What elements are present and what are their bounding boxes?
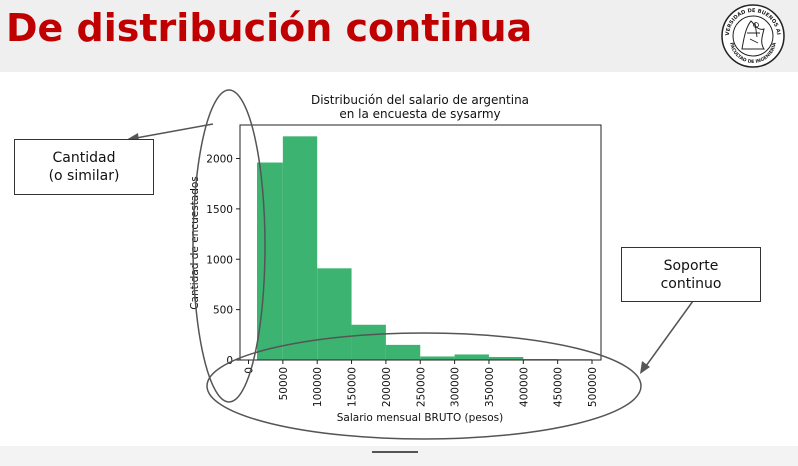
- callout-soporte-line-2: continuo: [660, 275, 722, 292]
- callout-soporte-continuo: Soporte continuo: [621, 247, 761, 302]
- x-tick-label: 300000: [450, 367, 462, 407]
- x-tick-label: 0: [244, 367, 256, 374]
- histogram-bar: [385, 344, 421, 360]
- x-tick-label: 500000: [587, 367, 599, 407]
- chart-title-line-2: en la encuesta de sysarmy: [339, 107, 500, 121]
- x-tick-label: 350000: [484, 367, 496, 407]
- y-axis-highlight-ellipse: [192, 89, 266, 403]
- right-callout-arrowhead: [640, 361, 650, 374]
- histogram-bar: [420, 356, 455, 360]
- x-tick-label: 450000: [553, 367, 565, 407]
- y-tick-label: 1000: [206, 254, 233, 266]
- x-tick-label: 50000: [278, 367, 290, 400]
- histogram-bar: [523, 358, 558, 360]
- left-callout-arrow: [135, 123, 214, 139]
- y-tick-label: 2000: [206, 154, 233, 166]
- x-tick-label: 400000: [518, 367, 530, 407]
- x-tick-label: 150000: [347, 367, 359, 407]
- x-axis-label: Salario mensual BRUTO (pesos): [337, 412, 504, 424]
- x-tick-label: 100000: [312, 367, 324, 407]
- histogram-bar: [454, 354, 489, 360]
- x-tick-label: 200000: [381, 367, 393, 407]
- right-callout-arrow: [645, 300, 694, 367]
- chart-title-line-1: Distribución del salario de argentina: [311, 93, 529, 107]
- footer-divider: [372, 451, 418, 453]
- histogram-bar: [351, 324, 386, 360]
- histogram-bar: [257, 162, 283, 360]
- histogram-bar: [282, 136, 318, 360]
- y-tick-label: 0: [226, 355, 233, 367]
- callout-cantidad: Cantidad (o similar): [14, 139, 154, 195]
- y-tick-label: 1500: [206, 204, 233, 216]
- callout-cantidad-line-2: (o similar): [48, 168, 120, 184]
- callout-soporte-line-1: Soporte: [663, 257, 719, 274]
- slide-title: De distribución continua: [6, 6, 533, 50]
- x-axis-highlight-ellipse: [206, 332, 642, 440]
- university-seal-logo: UNIVERSIDAD DE BUENOS AIRES FACULTAD DE …: [720, 3, 785, 68]
- x-tick-label: 250000: [415, 367, 427, 407]
- slide-footer: [0, 446, 798, 466]
- y-axis-label: Cantidad de encuestados: [189, 176, 201, 310]
- slide-header: [0, 0, 798, 72]
- histogram-bar: [488, 356, 524, 360]
- y-tick-label: 500: [213, 305, 233, 317]
- callout-cantidad-line-1: Cantidad: [52, 150, 116, 166]
- histogram-bar: [317, 268, 352, 360]
